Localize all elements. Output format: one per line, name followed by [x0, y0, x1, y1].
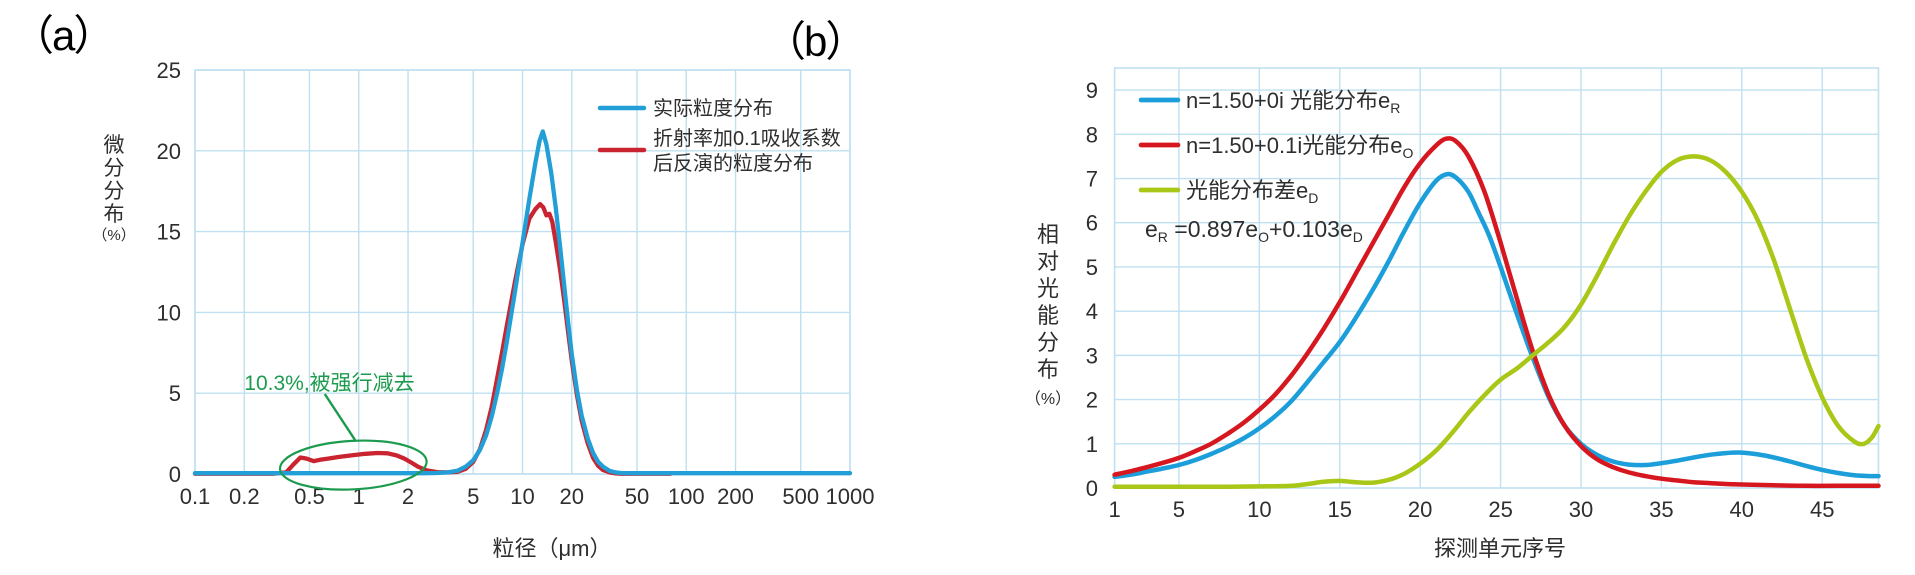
panel-label-a: （a） [12, 12, 115, 59]
svg-text:光: 光 [1037, 276, 1059, 301]
y-tick-label: 8 [1086, 122, 1098, 147]
x-tick-label: 30 [1569, 497, 1593, 522]
svg-text:（%）: （%） [92, 227, 135, 244]
x-axis-title: 粒径（μm） [492, 536, 611, 561]
series-line-0 [192, 129, 853, 476]
svg-text:布: 布 [1037, 357, 1059, 382]
chart-b-light-energy-distribution: 1 5 10 15 20 25 30 35 40 450123456789相对光能分布（%）探测单… [1025, 67, 1881, 561]
legend-label-1: 后反演的粒度分布 [653, 152, 813, 175]
y-tick-label: 6 [1086, 211, 1098, 236]
y-tick-label: 2 [1086, 388, 1098, 413]
svg-text:对: 对 [1037, 249, 1059, 274]
x-tick-label: 10 [1247, 497, 1271, 522]
x-tick-label: 35 [1649, 497, 1673, 522]
x-tick-label: 1000 [826, 484, 875, 509]
x-tick-label: 15 [1328, 497, 1352, 522]
annotation-text: 10.3%,被强行减去 [244, 372, 414, 395]
svg-text:分: 分 [1037, 330, 1059, 355]
x-tick-label: 20 [560, 484, 584, 509]
x-tick-label: 1 [1108, 497, 1120, 522]
svg-text:相: 相 [1037, 222, 1059, 247]
equation-text: eR =0.897eO+0.103eD [1145, 216, 1363, 245]
legend-label-0: n=1.50+0i 光能分布eR [1186, 88, 1400, 116]
plot-frame [1113, 67, 1880, 489]
series-line-1 [192, 201, 673, 476]
y-tick-label: 0 [1086, 476, 1098, 501]
axis-tick-labels: 0.1 0.2 0.5 1 2 5 10 20 50 100 200 500 1000051015202… [157, 58, 875, 509]
x-tick-label: 40 [1730, 497, 1754, 522]
annotation-pointer-line [323, 393, 357, 441]
y-tick-label: 15 [157, 220, 181, 245]
legend-label-1: n=1.50+0.1i光能分布eO [1186, 133, 1413, 161]
y-tick-label: 10 [157, 300, 181, 325]
series-line-1 [1112, 136, 1881, 489]
x-tick-label: 25 [1488, 497, 1512, 522]
x-tick-label: 5 [467, 484, 479, 509]
x-tick-label: 10 [510, 484, 534, 509]
x-axis-title: 探测单元序号 [1434, 536, 1566, 561]
svg-text:分: 分 [104, 157, 125, 180]
y-tick-label: 9 [1086, 78, 1098, 103]
legend-label-0: 实际粒度分布 [653, 97, 773, 120]
legend-label-2: 光能分布差eD [1186, 178, 1318, 206]
x-tick-label: 50 [625, 484, 649, 509]
y-tick-label: 20 [157, 139, 181, 164]
y-tick-label: 5 [169, 381, 181, 406]
y-tick-label: 0 [169, 462, 181, 487]
panel-label-b: （b） [764, 18, 867, 65]
x-tick-label: 200 [717, 484, 754, 509]
x-tick-label: 5 [1173, 497, 1185, 522]
x-tick-label: 45 [1810, 497, 1834, 522]
legend: n=1.50+0i 光能分布eR n=1.50+0.1i光能分布eO 光能分布差eD [1138, 88, 1413, 206]
y-tick-label: 4 [1086, 299, 1098, 324]
x-tick-label: 0.1 [180, 484, 211, 509]
y-tick-label: 1 [1086, 432, 1098, 457]
y-tick-label: 5 [1086, 255, 1098, 280]
svg-text:微: 微 [104, 134, 125, 157]
chart-a-particle-size-distribution: 0.1 0.2 0.5 1 2 5 10 20 50 100 200 500 1000051015202… [92, 58, 875, 561]
x-tick-label: 2 [402, 484, 414, 509]
svg-text:（%）: （%） [1025, 390, 1071, 408]
x-tick-label: 500 [782, 484, 819, 509]
y-tick-label: 7 [1086, 167, 1098, 192]
series-line-0 [1112, 171, 1881, 480]
plot-frame [194, 69, 851, 475]
x-tick-label: 100 [668, 484, 705, 509]
svg-text:布: 布 [104, 203, 125, 226]
legend-label-1: 折射率加0.1吸收系数 [653, 127, 841, 150]
annotation-ellipse [278, 439, 428, 491]
x-tick-label: 0.2 [229, 484, 260, 509]
svg-text:能: 能 [1037, 303, 1059, 328]
grid [1114, 68, 1879, 488]
series-line-2 [1112, 154, 1881, 489]
y-tick-label: 25 [157, 58, 181, 83]
x-tick-label: 20 [1408, 497, 1432, 522]
svg-text:分: 分 [104, 180, 125, 203]
y-tick-label: 3 [1086, 343, 1098, 368]
